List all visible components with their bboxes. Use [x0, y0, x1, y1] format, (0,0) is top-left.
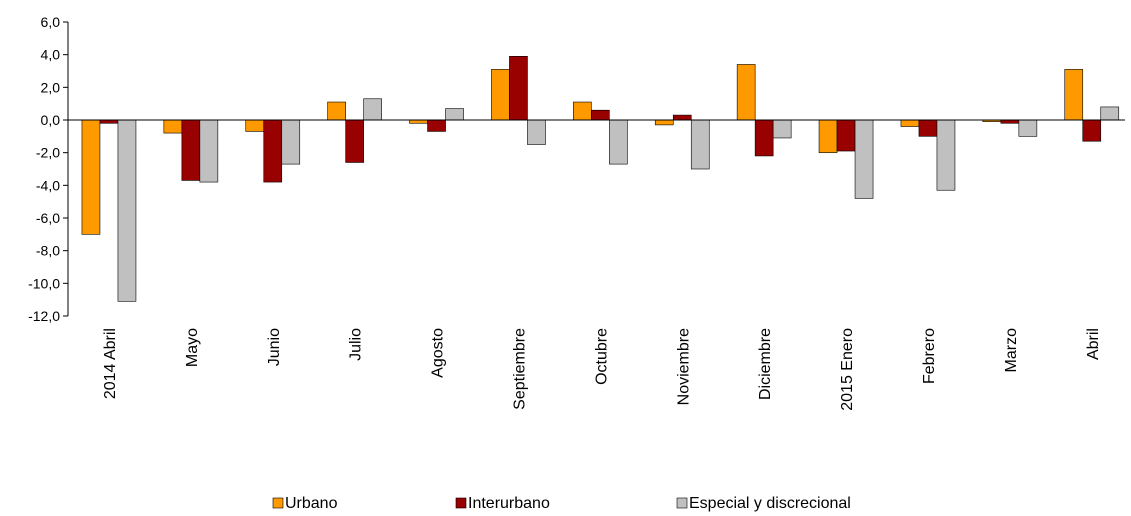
bar-urbano — [491, 69, 510, 121]
bar-urbano — [573, 101, 592, 121]
bar-interurbano — [427, 119, 446, 132]
bar-especial-y-discrecional — [1100, 106, 1120, 121]
bar-urbano — [163, 119, 183, 134]
bar-interurbano — [1082, 119, 1102, 142]
bar-urbano — [736, 64, 756, 121]
bars — [68, 55, 1125, 302]
legend-label: Especial y discrecional — [689, 495, 851, 512]
x-category-label: Septiembre — [511, 328, 528, 410]
x-category-label: Febrero — [921, 328, 938, 384]
bar-urbano — [1064, 69, 1084, 121]
y-tick-label: 0,0 — [41, 112, 61, 128]
bar-interurbano — [754, 119, 774, 157]
legend-label: Interurbano — [468, 495, 550, 512]
bar-especial-y-discrecional — [445, 108, 464, 121]
x-category-label: Octubre — [593, 328, 610, 385]
bar-urbano — [81, 119, 101, 235]
y-tick-label: -10,0 — [28, 275, 60, 291]
x-category-label: Junio — [266, 328, 283, 366]
legend-swatch — [272, 497, 284, 509]
x-category-label: Mayo — [184, 328, 201, 367]
bar-especial-y-discrecional — [117, 119, 137, 302]
bar-urbano — [654, 119, 674, 126]
legend-swatch — [676, 497, 688, 509]
legend-swatch — [455, 497, 467, 509]
bar-interurbano — [509, 55, 528, 121]
bar-especial-y-discrecional — [363, 98, 382, 121]
x-category-label: Julio — [348, 328, 365, 361]
bar-especial-y-discrecional — [609, 119, 628, 165]
x-category-label: Marzo — [1003, 328, 1020, 373]
x-category-label: Agosto — [430, 328, 447, 378]
y-tick-label: -8,0 — [36, 243, 60, 259]
bar-interurbano — [918, 119, 938, 137]
y-tick-label: 6,0 — [41, 14, 61, 30]
y-tick-label: -4,0 — [36, 177, 60, 193]
bar-interurbano — [181, 119, 201, 181]
bar-especial-y-discrecional — [854, 119, 874, 199]
y-tick-label: 4,0 — [41, 47, 61, 63]
bar-urbano — [900, 119, 920, 127]
bar-interurbano — [672, 114, 692, 121]
bar-interurbano — [263, 119, 283, 183]
x-category-label: Diciembre — [757, 328, 774, 400]
bar-especial-y-discrecional — [1018, 119, 1038, 137]
x-category-label: 2014 Abril — [102, 328, 119, 399]
y-tick-label: -12,0 — [28, 308, 60, 324]
bar-especial-y-discrecional — [527, 119, 546, 145]
y-tick-label: -6,0 — [36, 210, 60, 226]
x-category-label: Abril — [1085, 328, 1102, 360]
x-axis-labels: 2014 Abril Mayo Junio Julio Agosto Septiembre… — [102, 328, 1102, 411]
y-tick-label: -2,0 — [36, 145, 60, 161]
bar-interurbano — [345, 119, 364, 163]
x-category-label: 2015 Enero — [839, 328, 856, 411]
bar-urbano — [818, 119, 838, 153]
y-axis: 6,0 4,0 2,0 0,0 -2,0 -4,0 -6,0 -8,0 -10,0 -12,0 — [28, 14, 69, 324]
bar-urbano — [327, 101, 346, 121]
bar-interurbano — [591, 109, 610, 121]
bar-especial-y-discrecional — [199, 119, 219, 183]
x-category-label: Noviembre — [675, 328, 692, 405]
bar-especial-y-discrecional — [281, 119, 301, 165]
bar-especial-y-discrecional — [936, 119, 956, 191]
bar-especial-y-discrecional — [690, 119, 710, 170]
legend-label: Urbano — [285, 495, 338, 512]
y-tick-label: 2,0 — [41, 79, 61, 95]
bar-especial-y-discrecional — [772, 119, 792, 139]
bar-interurbano — [836, 119, 856, 152]
legend: Urbano Interurbano Especial y discrecional — [272, 495, 851, 512]
bar-urbano — [245, 119, 265, 132]
